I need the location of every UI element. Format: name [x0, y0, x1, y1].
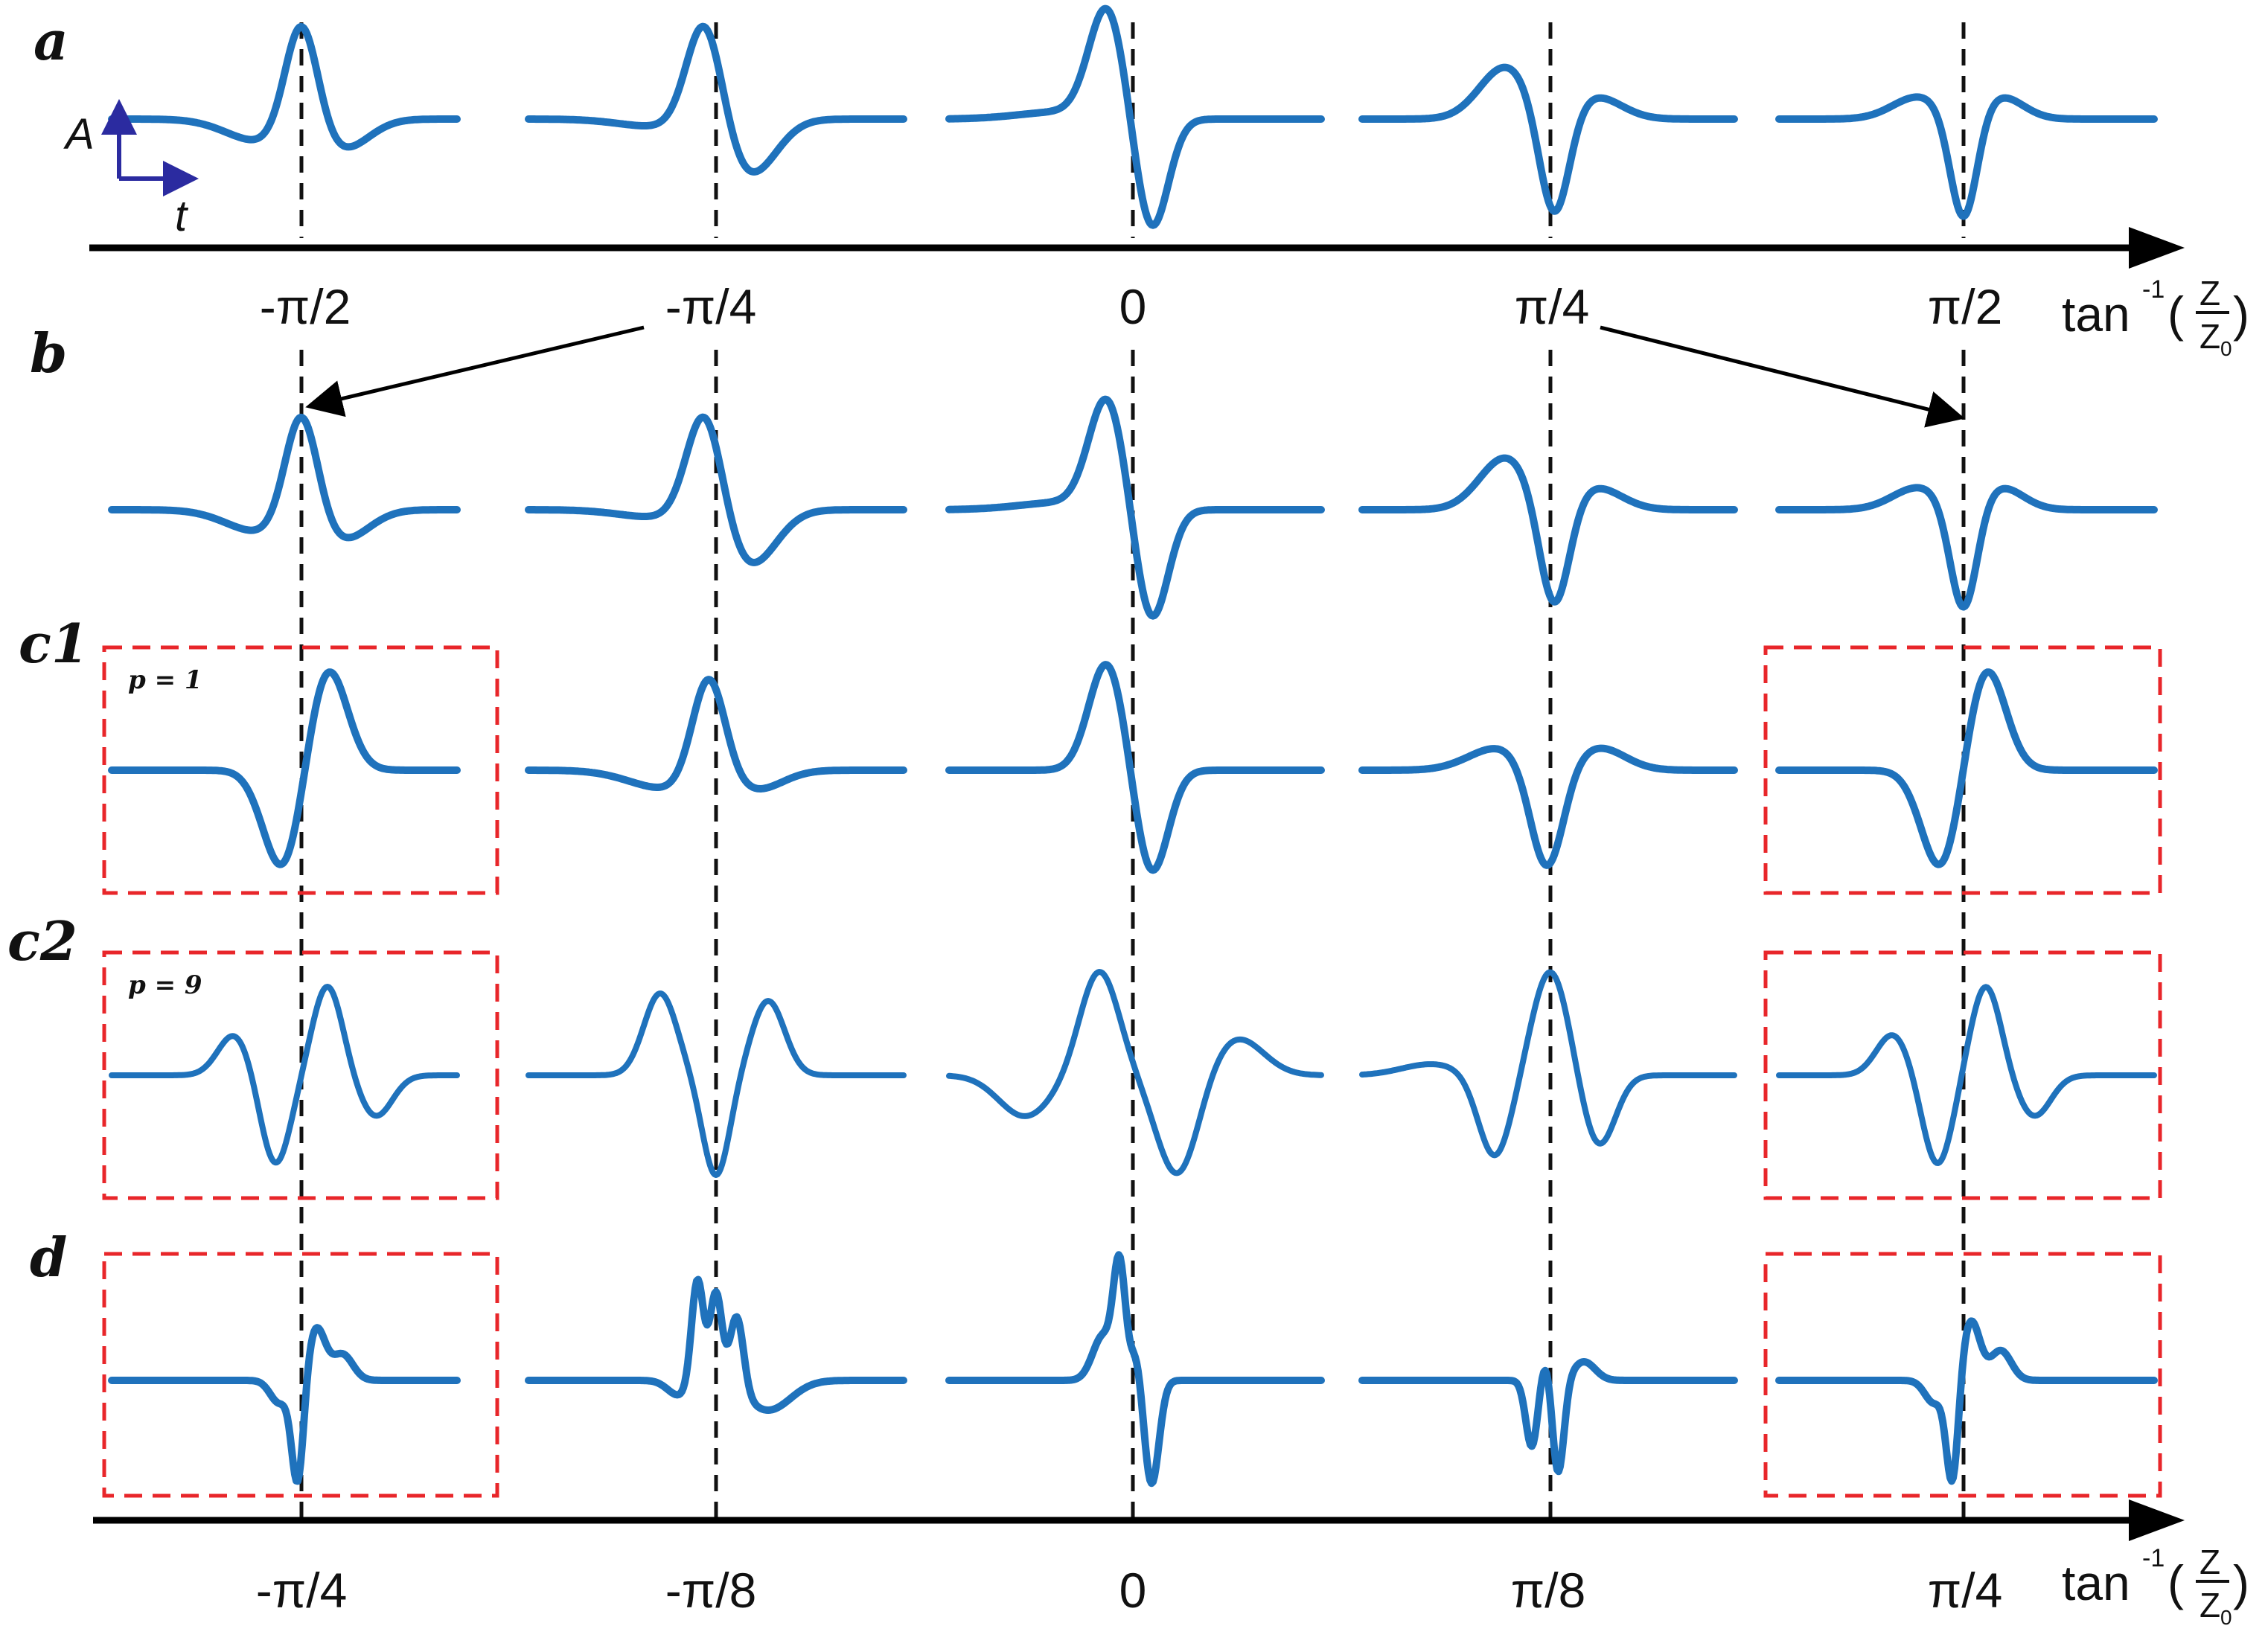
waveform-row1-col4: [1358, 63, 1738, 215]
bottom-axis-label-sup: -1: [2142, 1544, 2165, 1572]
p-label-c2: p = 9: [128, 970, 202, 1000]
top-tick-4: π/4: [1515, 279, 1590, 334]
waveform-row4-col1: [109, 984, 460, 1166]
box-c1-left: [102, 645, 499, 895]
amplitude-time-inset: A t: [63, 99, 199, 240]
top-tick-5: π/2: [1928, 279, 2003, 334]
waveform-row1-col3: [945, 4, 1325, 229]
top-tick-3: 0: [1119, 279, 1147, 334]
bottom-tick-2: -π/8: [665, 1563, 757, 1618]
bottom-axis-ticks: -π/4 -π/8 0 π/8 π/4: [256, 1563, 2003, 1618]
waveform-row2-col5: [1775, 484, 2158, 611]
top-axis-paren-close: ): [2233, 286, 2249, 342]
bottom-tick-4: π/8: [1511, 1563, 1586, 1618]
bottom-axis-label-main: tan: [2062, 1555, 2130, 1610]
bottom-axis-arrowhead: [2129, 1499, 2185, 1541]
top-tick-2: -π/4: [665, 279, 757, 334]
row-label-b: b: [30, 321, 67, 385]
vertical-guide-lines: [299, 22, 1966, 1525]
waveform-row2-col4: [1358, 454, 1738, 606]
top-axis-label-sup: -1: [2142, 275, 2165, 304]
row-label-c1: c1: [19, 612, 89, 675]
bottom-axis-label-den: Z: [2199, 1586, 2220, 1624]
inset-time-label: t: [175, 192, 189, 240]
waveform-row5-col4: [1358, 1358, 1738, 1476]
row-label-c2: c2: [7, 909, 77, 973]
box-c2-left: [102, 950, 499, 1200]
bottom-axis-label: tan -1 ( Z Z 0 ): [2062, 1543, 2249, 1629]
waveform-row4-col4: [1359, 969, 1737, 1159]
waveform-row4-col5: [1776, 984, 2157, 1166]
top-axis-paren-open: (: [2167, 286, 2184, 342]
arrow-to-left: [305, 325, 645, 417]
top-axis-label-den-sub: 0: [2220, 337, 2232, 360]
p-label-c1: p = 1: [128, 665, 202, 695]
top-tick-1: -π/2: [260, 279, 351, 334]
waveform-row4-col2: [525, 990, 907, 1178]
bottom-tick-1: -π/4: [256, 1563, 348, 1618]
top-axis-label-num: Z: [2199, 274, 2220, 313]
waveform-row5-col2: [525, 1275, 907, 1414]
waveform-row3-col5: [1775, 668, 2158, 868]
top-axis-label-main: tan: [2062, 286, 2130, 342]
bottom-axis-label-den-sub: 0: [2220, 1606, 2232, 1629]
row-label-a: a: [33, 9, 68, 72]
waveform-row5-col3: [945, 1251, 1325, 1488]
box-c2-right: [1763, 950, 2162, 1200]
box-d-right: [1763, 1252, 2162, 1498]
waveform-row3-col4: [1358, 744, 1738, 869]
waveform-row5-col1: [108, 1324, 461, 1485]
waveforms: [108, 4, 2158, 1488]
waveform-row1-col5: [1775, 93, 2158, 220]
top-axis-label: tan -1 ( Z Z 0 ): [2062, 274, 2249, 360]
waveform-row2-col3: [945, 395, 1325, 620]
row-label-d: d: [30, 1226, 67, 1289]
arrow-to-right: [1600, 325, 1965, 428]
bottom-axis-paren-open: (: [2167, 1555, 2184, 1610]
waveform-row2-col2: [525, 413, 907, 566]
waveform-row4-col3: [946, 969, 1324, 1176]
bottom-tick-5: π/4: [1928, 1563, 2003, 1618]
waveform-row1-col1: [108, 22, 461, 151]
box-d-left: [102, 1252, 499, 1498]
top-axis-arrowhead: [2129, 227, 2185, 269]
bottom-tick-3: 0: [1119, 1563, 1147, 1618]
top-axis-label-den: Z: [2199, 317, 2220, 356]
waveform-row5-col5: [1775, 1317, 2158, 1485]
box-c1-right: [1763, 645, 2162, 895]
inset-amplitude-label: A: [63, 110, 95, 159]
waveform-row3-col1: [108, 668, 461, 868]
bottom-axis-paren-close: ): [2233, 1555, 2249, 1610]
waveform-row3-col2: [525, 676, 907, 793]
waveform-row2-col1: [108, 413, 461, 542]
waveform-row1-col2: [525, 22, 907, 176]
waveform-row3-col3: [945, 661, 1325, 874]
top-axis-ticks: -π/2 -π/4 0 π/4 π/2: [260, 279, 2003, 334]
highlight-boxes: [102, 645, 2162, 1498]
bottom-axis-label-num: Z: [2199, 1543, 2220, 1581]
